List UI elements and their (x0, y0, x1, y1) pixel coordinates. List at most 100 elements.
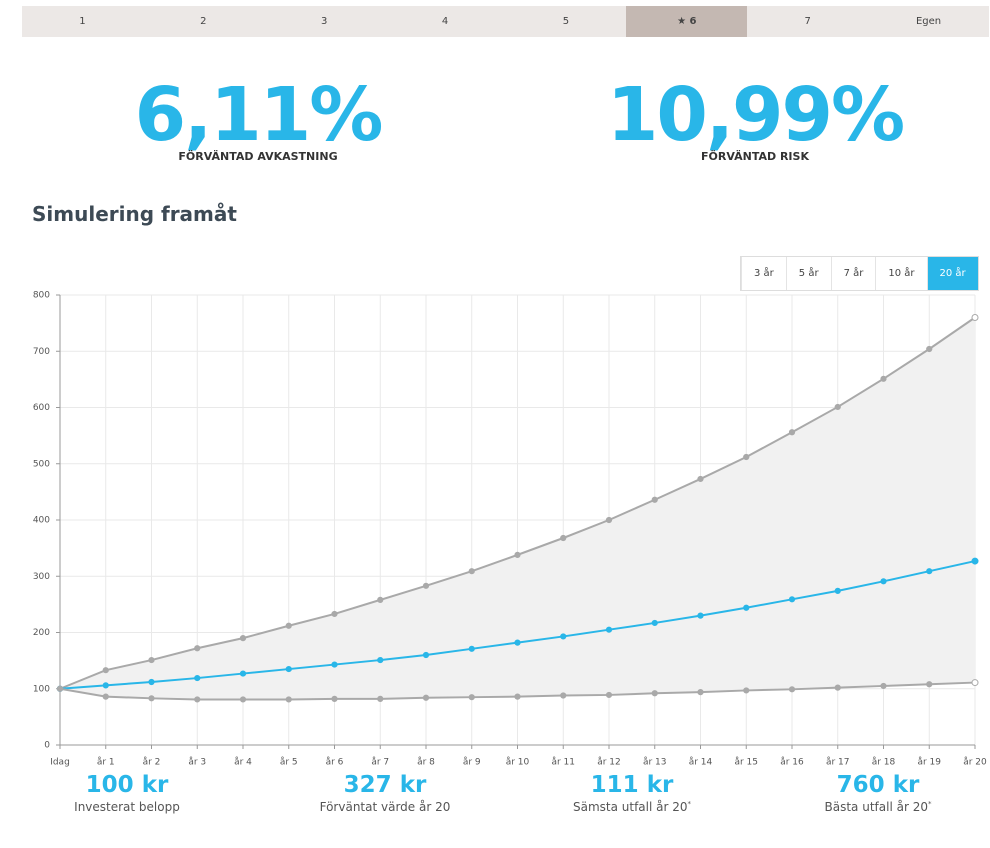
point (148, 656, 155, 664)
point (514, 693, 521, 700)
point (194, 696, 201, 703)
footnote-mark: * (687, 800, 692, 808)
tab[interactable]: 7 (747, 6, 868, 37)
summary-item: 760 kr Bästa utfall år 20* (758, 772, 990, 814)
point (377, 656, 384, 664)
x-tick-label: år 11 (551, 757, 575, 768)
point (331, 661, 338, 668)
point (880, 682, 887, 690)
summary-value: 100 kr (85, 772, 169, 798)
y-tick-label: 800 (33, 291, 50, 301)
period-button[interactable]: 10 år (875, 257, 926, 290)
point (285, 665, 292, 673)
point (788, 686, 796, 693)
point (971, 557, 979, 565)
summary-text: Investerat belopp (74, 800, 180, 814)
stat-value: 10,99% (606, 72, 905, 158)
tab-label: 3 (321, 16, 328, 27)
summary-text: Bästa utfall år 20 (824, 800, 928, 814)
point (743, 453, 750, 461)
summary-label: Sämsta utfall år 20* (512, 800, 752, 814)
summary-text: Sämsta utfall år 20 (572, 800, 688, 814)
tab-label: 1 (79, 16, 86, 27)
x-tick-label: år 1 (97, 757, 115, 768)
point (743, 687, 750, 694)
y-tick-label: 700 (33, 347, 50, 357)
point (834, 403, 841, 411)
point (743, 604, 750, 611)
x-tick-label: år 19 (917, 757, 941, 768)
period-button[interactable]: 7 år (830, 257, 876, 290)
tab[interactable]: 1 (22, 6, 143, 37)
period-button[interactable]: 20 år (926, 257, 978, 290)
x-tick-label: Idag (50, 758, 70, 768)
point (194, 674, 201, 682)
point (148, 678, 155, 686)
tab-label: 6 (689, 16, 697, 27)
point (651, 496, 658, 503)
point (422, 694, 430, 701)
point (285, 696, 292, 703)
tab[interactable]: 5 (506, 6, 627, 37)
summary-value: 327 kr (343, 772, 427, 798)
tab-label: 2 (200, 16, 207, 27)
y-tick-label: 600 (33, 403, 50, 413)
tab[interactable]: 3 (264, 6, 385, 37)
point (560, 692, 567, 699)
point (468, 568, 475, 575)
tab[interactable]: 2 (143, 6, 264, 37)
period-button[interactable]: 3 år (741, 257, 786, 290)
summary-item: 111 kr Sämsta utfall år 20* (512, 772, 752, 814)
point (56, 685, 64, 692)
point (239, 670, 247, 677)
x-tick-label: år 3 (188, 757, 206, 768)
point (971, 314, 979, 321)
period-selector: 3 år 5 år 7 år 10 år 20 år (740, 256, 979, 291)
tab[interactable]: Egen (868, 6, 989, 37)
x-tick-label: år 4 (234, 757, 252, 768)
summary-item: 327 kr Förväntat värde år 20 (265, 772, 505, 814)
tab[interactable]: 4 (385, 6, 506, 37)
point (834, 684, 841, 691)
y-tick-label: 200 (33, 628, 50, 638)
point (468, 694, 475, 701)
point (880, 578, 887, 585)
point (331, 695, 338, 702)
stat-label: FÖRVÄNTAD RISK (701, 150, 809, 163)
point (926, 568, 933, 575)
x-tick-label: år 9 (463, 757, 481, 768)
summary-value: 111 kr (590, 772, 674, 798)
point (102, 693, 109, 700)
point (651, 690, 658, 697)
point (605, 516, 613, 524)
x-tick-label: år 12 (597, 757, 621, 768)
point (697, 475, 704, 483)
summary-label: Förväntat värde år 20 (265, 800, 505, 814)
y-tick-label: 500 (33, 459, 50, 469)
x-tick-label: år 5 (280, 757, 298, 768)
footnote-mark: * (927, 800, 932, 808)
tab[interactable]: ★ 6 (626, 6, 748, 37)
stat: 10,99% FÖRVÄNTAD RISK (555, 78, 955, 163)
stat: 6,11% FÖRVÄNTAD AVKASTNING (58, 78, 458, 163)
tab-label: Egen (915, 16, 942, 27)
point (560, 534, 567, 542)
summary-label: Bästa utfall år 20* (758, 800, 990, 814)
point (239, 696, 247, 703)
point (102, 682, 109, 689)
point (514, 639, 521, 646)
point (102, 667, 109, 674)
point (422, 651, 430, 659)
x-tick-label: år 17 (826, 757, 850, 768)
point (560, 633, 567, 640)
point (788, 429, 796, 436)
point (468, 645, 475, 652)
x-tick-label: år 20 (963, 757, 987, 768)
x-tick-label: år 2 (143, 757, 161, 768)
stat-label: FÖRVÄNTAD AVKASTNING (178, 150, 338, 163)
point (422, 582, 430, 589)
point (285, 622, 292, 629)
y-tick-label: 0 (44, 741, 50, 751)
heading: Simulering framåt (32, 202, 237, 226)
period-button[interactable]: 5 år (785, 257, 831, 290)
